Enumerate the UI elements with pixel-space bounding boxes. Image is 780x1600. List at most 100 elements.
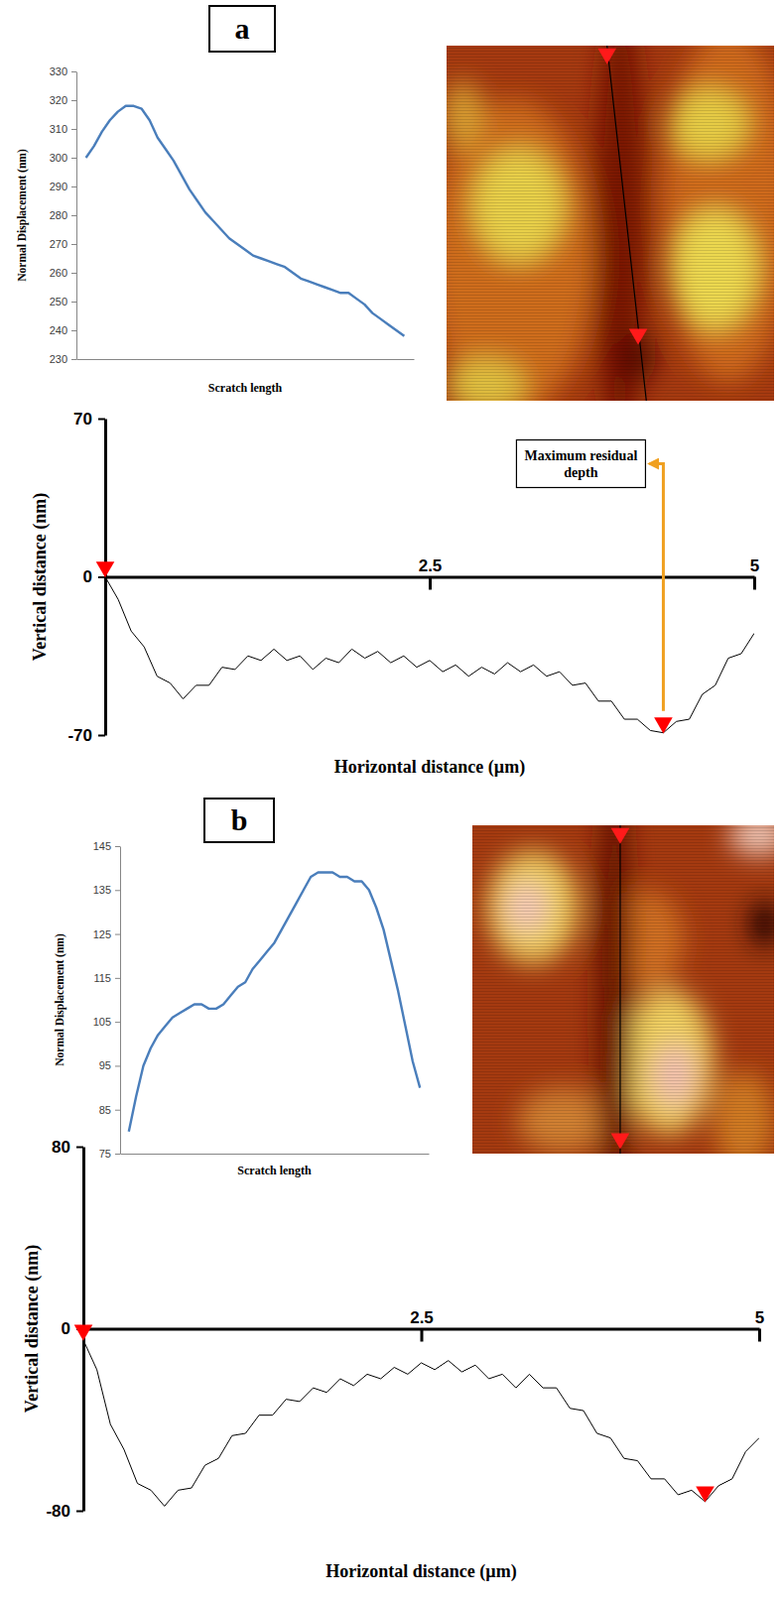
x-axis-title: Horizontal distance (µm) — [334, 757, 525, 779]
y-tick-label: 75 — [99, 1148, 112, 1161]
y-tick-label: 270 — [49, 238, 68, 251]
y-tick-mark — [115, 1110, 121, 1112]
panel-label: b — [231, 803, 249, 837]
y-tick: 280 — [49, 209, 77, 222]
y-axis-title: Vertical distance (nm) — [21, 1245, 43, 1414]
y-tick: 75 — [99, 1148, 121, 1161]
y-tick: 320 — [49, 94, 77, 107]
x-axis: 2.55 — [106, 556, 761, 591]
x-tick-mark — [428, 577, 432, 591]
y-axis: -70 0 70 — [67, 409, 106, 746]
y-tick-label: 250 — [49, 295, 68, 308]
profile-curve — [83, 1340, 760, 1507]
y-tick: 260 — [49, 266, 77, 279]
y-tick: 85 — [99, 1104, 121, 1117]
y-tick-mark — [71, 100, 77, 102]
displacement-line — [129, 873, 420, 1133]
y-tick-label: 0 — [61, 1319, 71, 1339]
profile-end-marker — [611, 828, 631, 845]
y-tick-mark — [71, 244, 77, 246]
afm-scanlines — [472, 825, 775, 1155]
plot-lines — [105, 577, 755, 734]
y-tick-mark — [115, 934, 121, 936]
plot-markers — [74, 1325, 715, 1504]
x-axis — [77, 359, 415, 361]
x-tick-label: 2.5 — [409, 1308, 434, 1328]
y-axis-line — [76, 72, 78, 361]
x-tick: 5 — [755, 1308, 765, 1343]
x-axis-title: Scratch length — [208, 381, 283, 395]
y-tick-label: 330 — [49, 65, 68, 78]
y-tick-mark — [71, 301, 77, 303]
chart: -700702.55Horizontal distance (µm)Vertic… — [29, 409, 760, 779]
y-axis: 230 240 250 260 270 280 290 300 310 320 330 — [49, 65, 78, 366]
panel-label-frame — [204, 798, 274, 843]
profile-marker — [695, 1486, 715, 1503]
displacement-line — [86, 106, 405, 337]
y-tick-label: 80 — [51, 1138, 71, 1158]
profile-end-marker — [629, 328, 649, 345]
y-tick-label: 115 — [93, 972, 112, 985]
y-tick-mark — [115, 978, 121, 980]
y-tick-label: 0 — [83, 567, 93, 587]
y-tick: 240 — [49, 324, 77, 337]
y-tick-mark — [98, 418, 106, 421]
panel-label-box: b — [204, 798, 274, 843]
x-tick-label: 5 — [755, 1308, 765, 1328]
plot-markers — [96, 561, 673, 734]
y-tick-label: -70 — [67, 726, 93, 746]
y-tick: 230 — [49, 353, 77, 366]
y-tick: 70 — [73, 409, 106, 429]
profile-end-marker — [597, 48, 617, 65]
figure: ab230240250260270280290300310320330Scrat… — [0, 0, 780, 1600]
y-axis-line — [120, 847, 122, 1156]
chart: 230 240 250 260 270 280 290 300 310 320 330 Scratch… — [15, 65, 415, 395]
y-tick-mark — [71, 186, 77, 188]
y-tick: 145 — [93, 840, 121, 853]
y-tick-label: 300 — [49, 151, 68, 164]
y-tick-mark — [115, 846, 121, 848]
y-tick-label: 95 — [99, 1059, 112, 1072]
y-tick: 125 — [93, 928, 121, 941]
y-tick-label: 290 — [49, 180, 68, 193]
y-axis: 75 85 95 105 115 125 135 145 — [93, 840, 122, 1161]
profile-marker — [74, 1325, 94, 1342]
y-tick-mark — [115, 1022, 121, 1024]
x-tick: 5 — [750, 556, 760, 591]
plot-lines — [86, 106, 405, 337]
x-tick-mark — [420, 1329, 424, 1343]
y-tick-mark — [71, 129, 77, 130]
y-tick: 135 — [93, 884, 121, 897]
y-tick-mark — [115, 890, 121, 892]
afm-features — [446, 45, 775, 401]
y-tick-label: 145 — [93, 840, 112, 853]
profile-line — [619, 825, 621, 1155]
x-tick-mark — [758, 1329, 762, 1343]
y-axis-title: Vertical distance (nm) — [29, 493, 51, 661]
y-tick: 250 — [49, 295, 77, 308]
x-tick: 2.5 — [409, 1308, 434, 1343]
y-axis-title: Normal Displacement (nm) — [53, 933, 67, 1067]
y-tick: 310 — [49, 123, 77, 135]
plot-lines — [129, 873, 420, 1133]
y-axis-title: Normal Displacement (nm) — [15, 148, 29, 282]
chart: -800802.55Horizontal distance (µm)Vertic… — [21, 1138, 765, 1583]
y-tick: 300 — [49, 151, 77, 164]
x-axis: 2.55 — [84, 1308, 766, 1343]
chart: 758595105115125135145Scratch lengthNorma… — [53, 840, 430, 1178]
x-tick: 2.5 — [418, 556, 443, 591]
y-tick: 95 — [99, 1059, 121, 1072]
y-tick-mark — [115, 1065, 121, 1067]
panel-label-frame — [209, 5, 275, 52]
afm-background — [446, 45, 775, 401]
x-axis-line — [77, 359, 415, 361]
afm-background — [472, 825, 775, 1155]
y-tick: 105 — [93, 1016, 121, 1029]
y-tick-label: 85 — [99, 1104, 112, 1117]
annotation-arrow — [649, 464, 663, 712]
y-tick-label: 135 — [93, 884, 112, 897]
y-tick-mark — [71, 330, 77, 332]
y-tick-label: 240 — [49, 324, 68, 337]
y-tick: 270 — [49, 238, 77, 251]
afm-image-body — [446, 45, 775, 401]
